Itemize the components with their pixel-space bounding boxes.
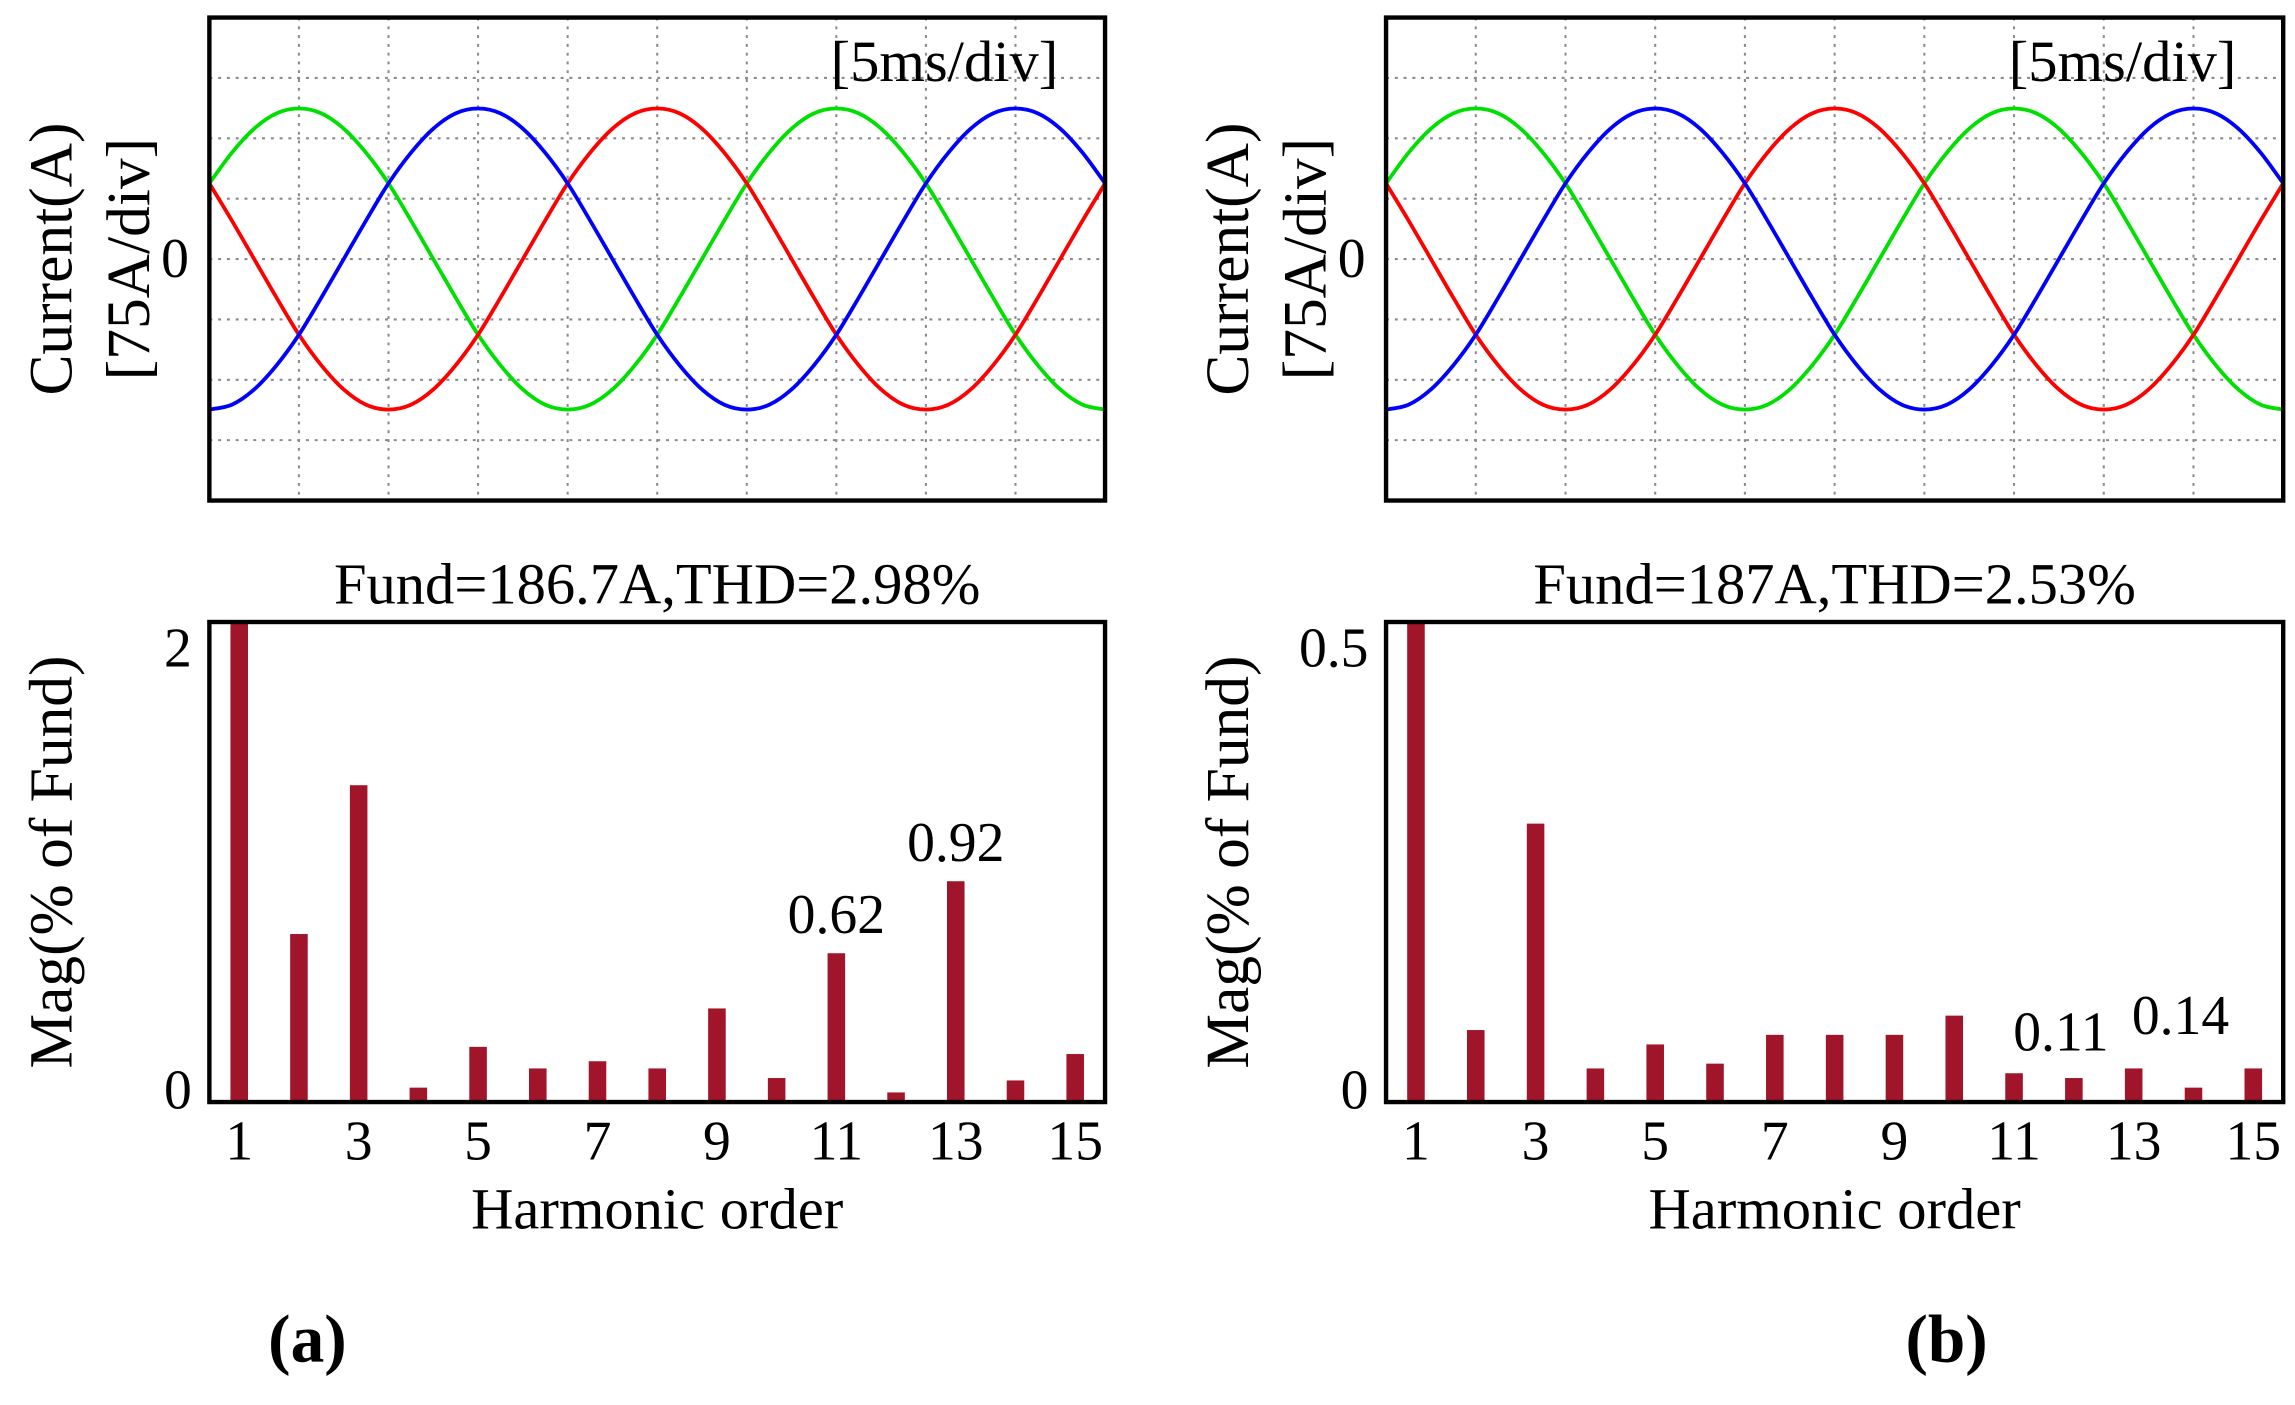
annotation: 0.14: [2132, 985, 2229, 1047]
x-tick-label: 3: [1522, 1111, 1550, 1173]
bar: [1646, 1044, 1664, 1103]
bar: [1526, 823, 1545, 1103]
bar: [409, 1087, 428, 1103]
bar: [648, 1068, 666, 1103]
bar: [290, 934, 308, 1103]
x-tick-label: 15: [2225, 1111, 2281, 1173]
y-tick-label: 0: [1341, 1059, 1369, 1121]
y-tick-label: 0: [1338, 228, 1366, 290]
waveform: [1385, 106, 2285, 412]
plot-frame: [1383, 15, 2286, 503]
bar: [2244, 1068, 2263, 1103]
x-tick-label: 11: [810, 1111, 864, 1173]
value-label: 0.92: [907, 812, 1004, 874]
x-axis-label: Harmonic order: [471, 1176, 843, 1241]
y-axis-label: Current(A): [1194, 123, 1262, 396]
bar: [2184, 1087, 2203, 1103]
x-tick-label: 5: [1641, 1111, 1669, 1173]
waveform: [207, 106, 1107, 412]
bar: [1466, 1030, 1485, 1103]
y-tick-label: 2: [164, 617, 192, 679]
bar: [887, 1092, 905, 1103]
annotation: [5ms/div]: [831, 29, 1059, 94]
x-tick-label: 5: [464, 1111, 492, 1173]
value-label: 0.62: [788, 884, 885, 946]
x-tick-label: 7: [1761, 1111, 1789, 1173]
y-axis-label: [75A/div]: [95, 138, 163, 380]
x-tick-label: 3: [345, 1111, 373, 1173]
bar: [1407, 622, 1425, 1103]
chart-title: Fund=186.7A,THD=2.98%: [334, 551, 980, 616]
annotation: 0.11: [2013, 1001, 2108, 1063]
y-tick-label: 0: [161, 228, 189, 290]
bar: [1706, 1063, 1724, 1103]
bar: [2065, 1078, 2083, 1103]
bar: [1066, 1054, 1084, 1103]
x-tick-label: 9: [1881, 1111, 1909, 1173]
chart-title: Fund=187A,THD=2.53%: [1533, 551, 2136, 616]
y-axis-label: Current(A): [17, 123, 85, 396]
x-tick-label: 13: [928, 1111, 984, 1173]
x-tick-label: 15: [1047, 1111, 1103, 1173]
panel-label: (a): [268, 1302, 347, 1377]
panel-label: (b): [1905, 1302, 1987, 1377]
x-tick-label: 1: [1402, 1111, 1430, 1173]
waveform: [208, 106, 1107, 412]
x-tick-label: 11: [1987, 1111, 2041, 1173]
bar: [2005, 1073, 2023, 1103]
y-tick-label: 0: [164, 1059, 192, 1121]
x-tick-label: 13: [2106, 1111, 2162, 1173]
plot-frame: [1383, 619, 2286, 1105]
bar: [946, 881, 965, 1103]
y-tick-label: 0.5: [1299, 617, 1369, 679]
x-axis-label: Harmonic order: [1649, 1176, 2021, 1241]
bar: [1825, 1034, 1844, 1103]
bar: [230, 622, 249, 1103]
bar: [827, 953, 846, 1103]
bar: [767, 1078, 786, 1103]
plot-frame: [207, 619, 1108, 1105]
bar: [1006, 1080, 1025, 1103]
annotation: [5ms/div]: [2009, 29, 2237, 94]
bar: [1885, 1034, 1904, 1103]
bar: [1766, 1034, 1784, 1103]
x-tick-label: 7: [584, 1111, 612, 1173]
plot-frame: [207, 15, 1108, 503]
bar: [469, 1046, 487, 1103]
waveform: [1384, 106, 2285, 412]
bar: [1586, 1068, 1605, 1103]
y-axis-label: Mag(% of Fund): [1194, 656, 1262, 1069]
bar: [1945, 1015, 1964, 1103]
y-axis-label: [75A/div]: [1272, 138, 1340, 380]
bar: [349, 785, 368, 1103]
x-tick-label: 9: [703, 1111, 731, 1173]
bar: [588, 1061, 607, 1103]
x-tick-label: 1: [225, 1111, 253, 1173]
bar: [708, 1008, 726, 1103]
bar: [2124, 1068, 2143, 1103]
bar: [529, 1068, 547, 1103]
y-axis-label: Mag(% of Fund): [17, 656, 85, 1069]
